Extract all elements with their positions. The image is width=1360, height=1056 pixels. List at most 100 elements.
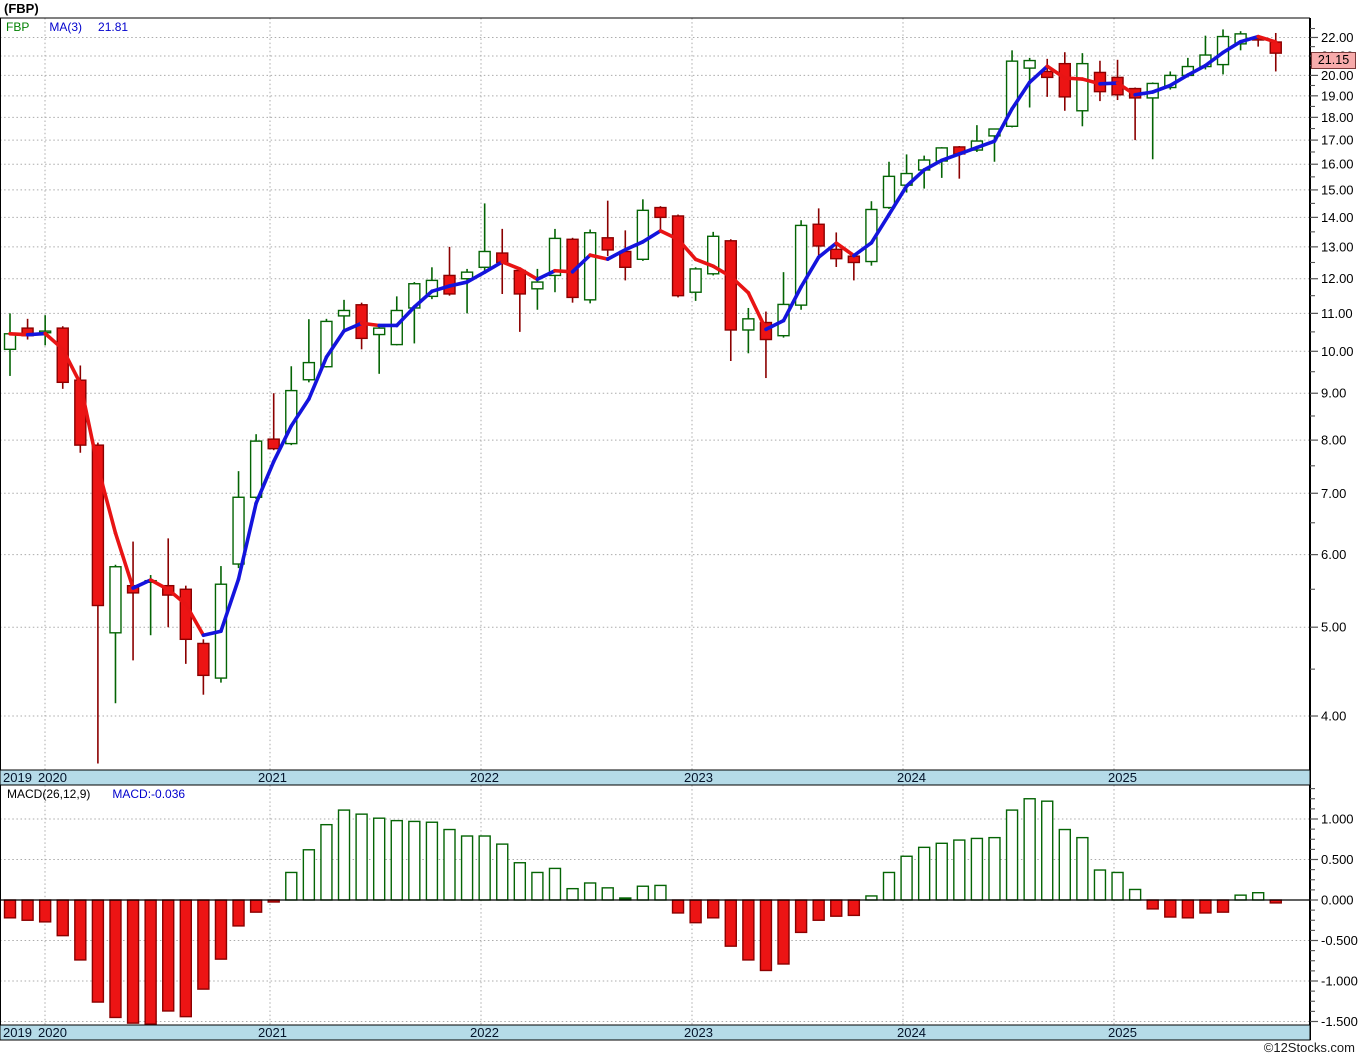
time-axis-strips: 2019 2019 2020 2020 2021 2021 2022 2022 2023 2023… — [0, 769, 1311, 1041]
price-legend: FBP MA(3) 21.81 — [6, 20, 128, 34]
macd-bar — [900, 855, 913, 901]
macd-bar — [636, 885, 650, 901]
svg-text:6.00: 6.00 — [1321, 547, 1346, 562]
svg-text:2021: 2021 — [258, 1025, 287, 1040]
candle — [689, 268, 702, 293]
candle — [548, 237, 562, 277]
candle — [812, 223, 825, 247]
macd-bar — [3, 899, 17, 919]
macd-bar — [1128, 888, 1142, 901]
svg-text:2024: 2024 — [897, 770, 926, 785]
candle — [267, 438, 280, 450]
macd-bar — [548, 867, 562, 901]
macd-bar — [970, 837, 984, 901]
svg-text:2025: 2025 — [1108, 1025, 1137, 1040]
candle — [1076, 62, 1089, 112]
macd-bar — [865, 895, 878, 901]
macd-bar — [56, 899, 69, 937]
macd-bar — [759, 899, 773, 972]
svg-text:2024: 2024 — [897, 1025, 926, 1040]
candle — [636, 209, 650, 261]
macd-bar — [531, 871, 544, 901]
svg-text:2021: 2021 — [258, 770, 287, 785]
macd-label: MACD(26,12,9) — [7, 787, 91, 801]
candle — [460, 271, 474, 280]
macd-bar — [197, 899, 210, 990]
macd-bar — [1146, 899, 1159, 910]
svg-text:-0.500: -0.500 — [1321, 933, 1358, 948]
candle — [513, 269, 527, 295]
svg-text:8.00: 8.00 — [1321, 433, 1346, 448]
svg-text:-1.000: -1.000 — [1321, 974, 1358, 989]
price-axis: 22.0021.0020.0019.0018.0017.0016.0015.00… — [1310, 27, 1354, 724]
symbol-label: FBP — [6, 20, 30, 34]
svg-text:11.00: 11.00 — [1321, 306, 1353, 321]
macd-bar — [1111, 871, 1124, 901]
svg-text:2023: 2023 — [684, 770, 713, 785]
macd-bar — [847, 899, 861, 917]
macd-bar — [478, 835, 491, 901]
candle — [1023, 59, 1036, 69]
macd-bar — [1058, 828, 1072, 901]
candle — [654, 206, 667, 219]
macd-bar — [320, 823, 333, 901]
macd-bar — [1041, 800, 1054, 901]
macd-bar — [654, 884, 667, 901]
macd-bar — [689, 899, 702, 924]
candle — [1005, 60, 1019, 127]
macd-bar — [443, 828, 456, 901]
macd-bar — [162, 899, 175, 1012]
macd-bar — [109, 899, 122, 1019]
candle — [531, 281, 544, 290]
svg-text:2019: 2019 — [3, 1025, 32, 1040]
macd-bar — [1216, 899, 1230, 913]
macd-bar — [179, 899, 193, 1018]
svg-text:4.00: 4.00 — [1321, 709, 1346, 724]
svg-text:7.00: 7.00 — [1321, 486, 1346, 501]
macd-bar — [285, 871, 298, 901]
svg-text:2020: 2020 — [38, 1025, 67, 1040]
macd-bar — [1093, 869, 1107, 901]
candle — [56, 327, 69, 384]
macd-bar — [742, 899, 755, 961]
candle — [601, 237, 614, 251]
svg-text:2022: 2022 — [470, 770, 499, 785]
macd-bar — [830, 899, 843, 917]
macd-bar — [144, 899, 157, 1025]
svg-text:2022: 2022 — [470, 1025, 499, 1040]
macd-bar — [1164, 899, 1177, 918]
macd-bar — [794, 899, 808, 934]
svg-text:10.00: 10.00 — [1321, 344, 1354, 359]
svg-text:17.00: 17.00 — [1321, 133, 1354, 148]
macd-bar — [302, 849, 316, 901]
candle — [337, 309, 351, 317]
page-title: (FBP) — [4, 1, 39, 16]
candle — [109, 566, 122, 634]
macd-bar — [355, 813, 368, 901]
macd-bar — [707, 899, 720, 919]
svg-text:2019: 2019 — [3, 770, 32, 785]
macd-bar — [337, 809, 351, 901]
macd-bar — [425, 821, 439, 901]
macd-bars — [3, 798, 1282, 1025]
svg-text:2020: 2020 — [38, 770, 67, 785]
svg-text:16.00: 16.00 — [1321, 157, 1354, 172]
candle — [671, 215, 685, 297]
svg-text:-1.500: -1.500 — [1321, 1014, 1358, 1029]
candle — [3, 333, 17, 351]
candle — [1041, 70, 1054, 79]
macd-bar — [917, 846, 931, 901]
macd-bar — [496, 843, 509, 901]
macd-bar — [1023, 798, 1036, 901]
svg-text:12.00: 12.00 — [1321, 271, 1354, 286]
candle — [232, 496, 245, 565]
macd-bar — [935, 842, 948, 901]
macd-bar — [408, 820, 421, 901]
ma-label: MA(3) — [49, 20, 83, 34]
macd-bar — [249, 899, 263, 913]
candle — [320, 320, 333, 368]
candle — [882, 175, 896, 209]
macd-bar — [882, 871, 896, 901]
current-price-badge: 21.15 — [1311, 52, 1356, 69]
